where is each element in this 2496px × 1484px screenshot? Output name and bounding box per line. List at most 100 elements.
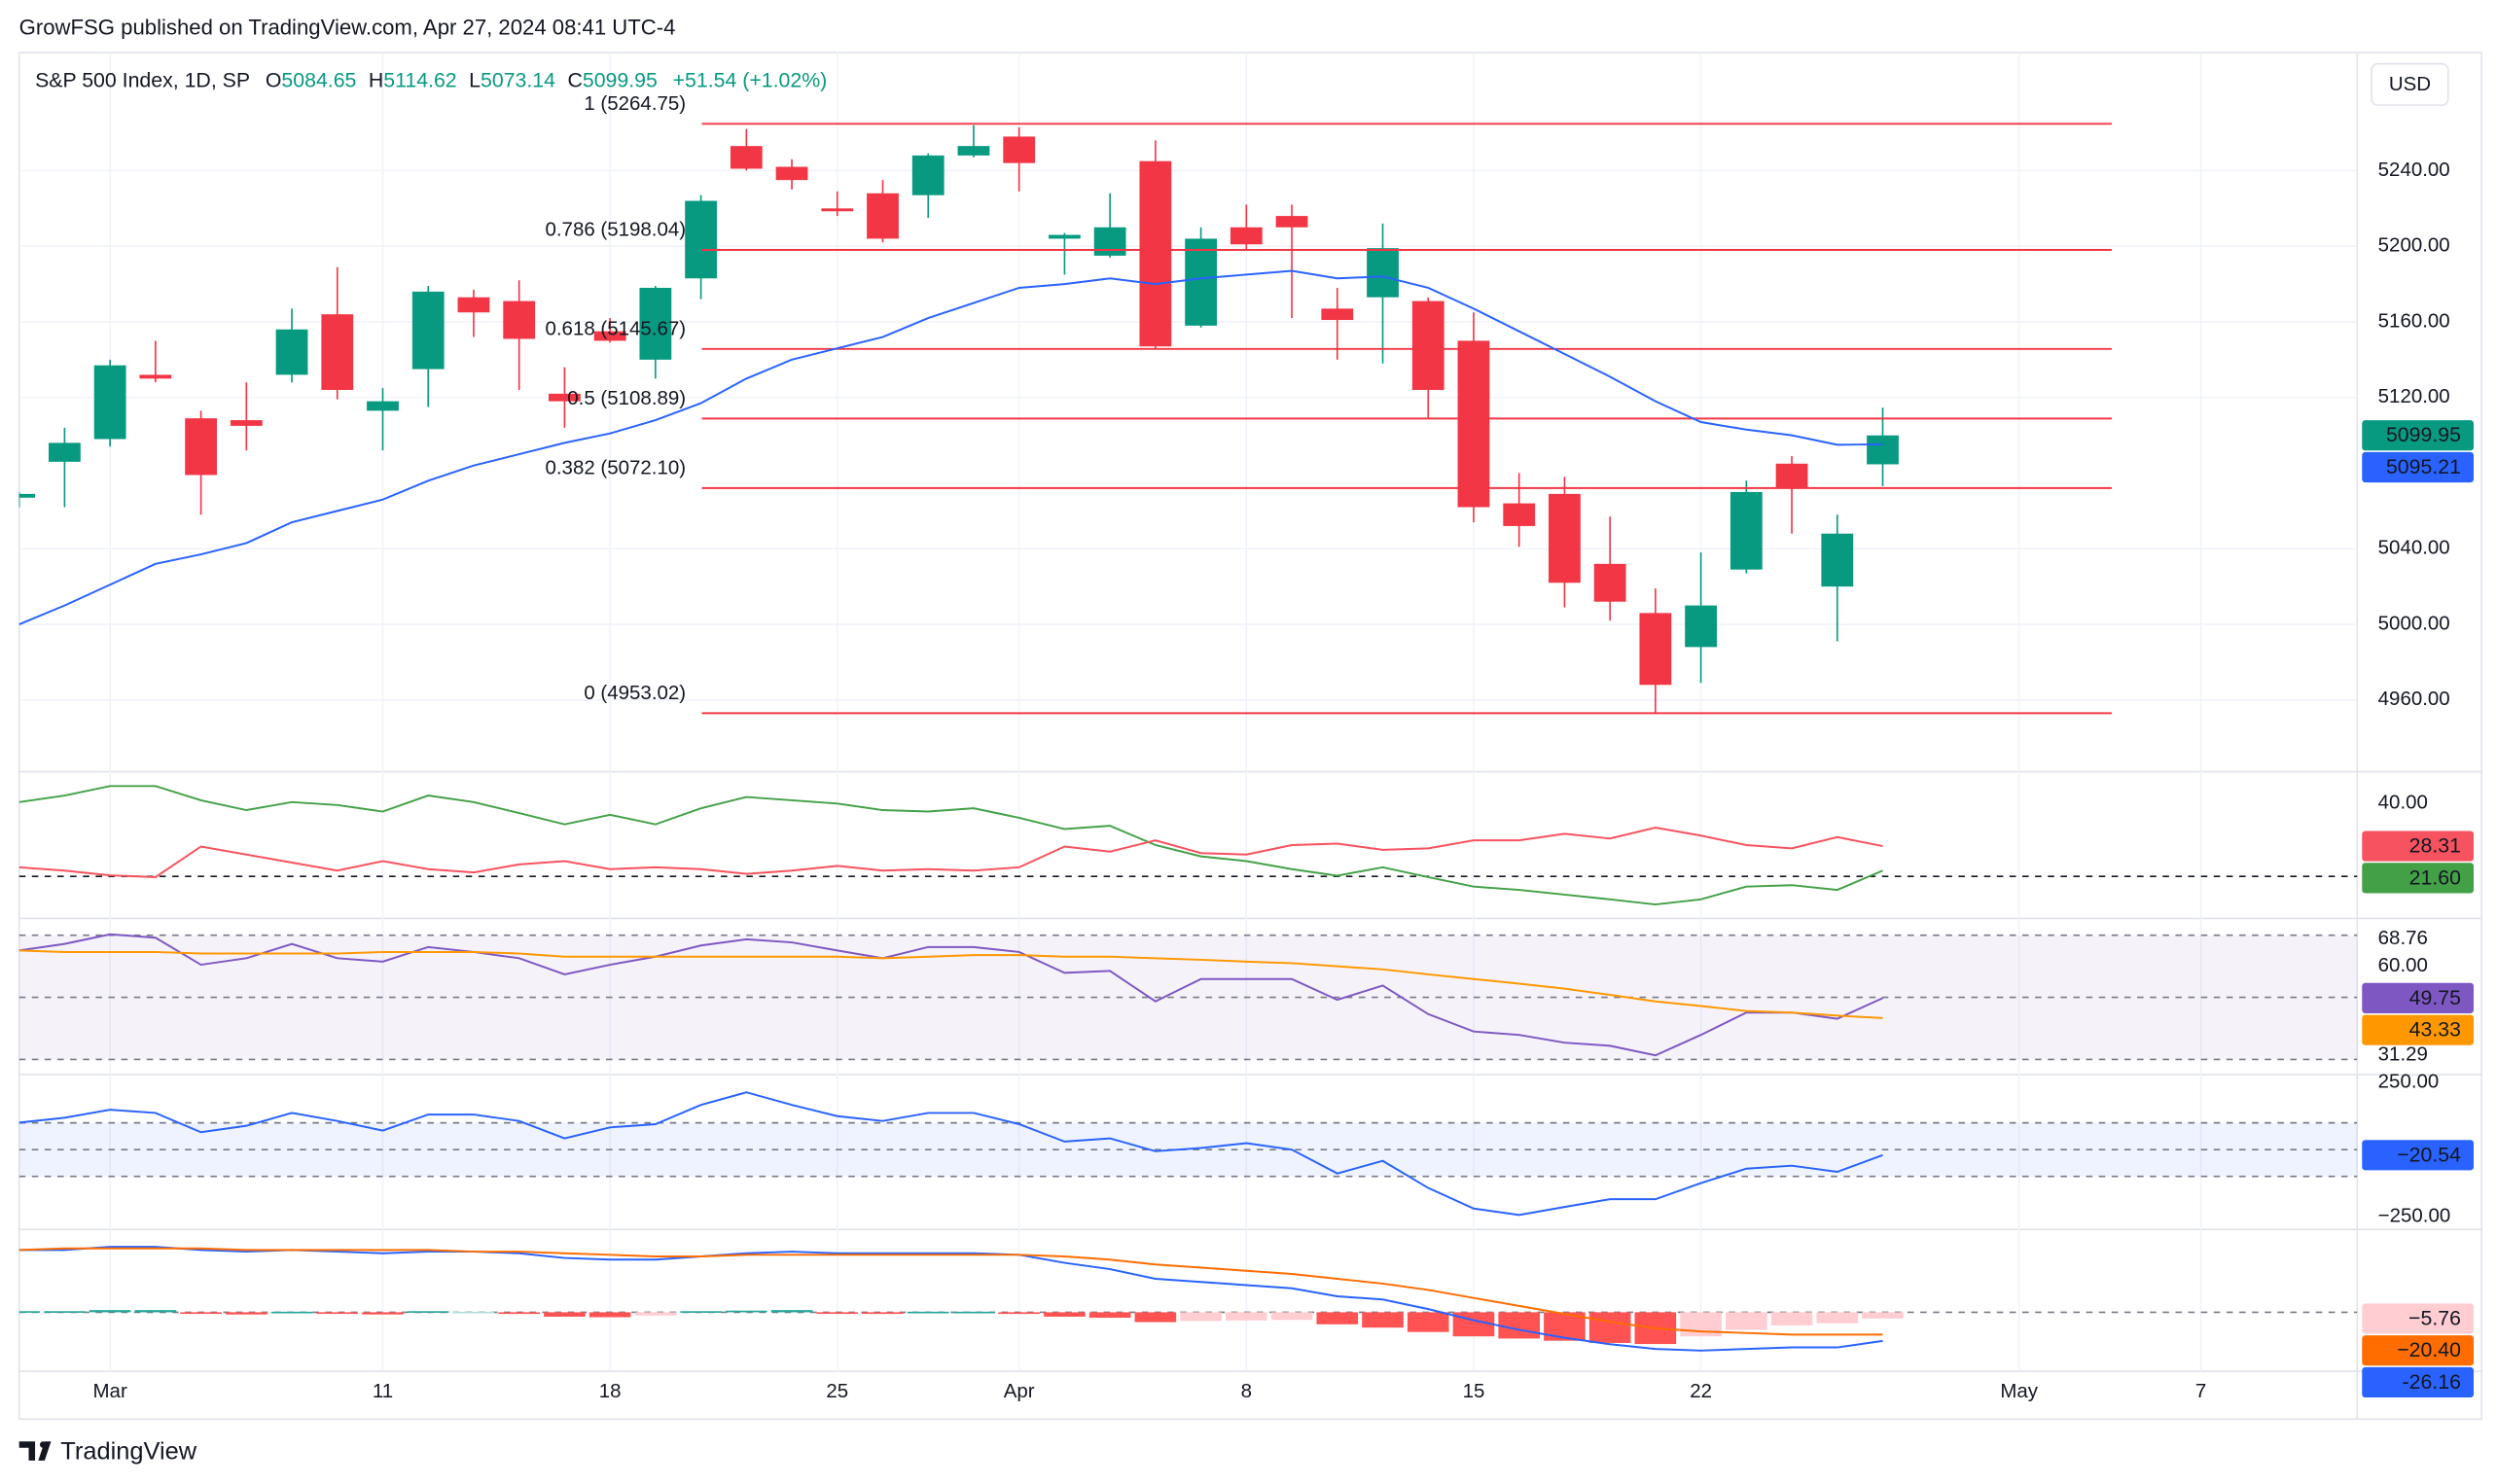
legend-prefix: L — [469, 68, 481, 91]
candle-body — [185, 418, 217, 476]
candle-body — [957, 146, 990, 156]
price-tag-label: 5095.21 — [2386, 455, 2461, 478]
histogram-bar — [1770, 1312, 1813, 1325]
footer: TradingView — [60, 1437, 196, 1465]
histogram-bar — [1726, 1312, 1767, 1330]
histogram-bar — [89, 1310, 131, 1313]
legend-close: 5099.95 — [583, 68, 658, 91]
histogram-bar — [225, 1312, 267, 1315]
candle-body — [685, 200, 717, 279]
y-tick-label: 31.29 — [2378, 1043, 2428, 1066]
price-tag — [2362, 1303, 2475, 1334]
histogram-bar — [316, 1312, 359, 1315]
y-tick-label: 5240.00 — [2378, 159, 2450, 181]
legend-open: 5084.65 — [281, 68, 356, 91]
legend-prefix: O — [266, 68, 282, 91]
currency-button[interactable] — [2371, 62, 2449, 107]
legend-title: S&P 500 Index, 1D, SP — [35, 68, 250, 91]
x-tick-label: 11 — [373, 1380, 393, 1402]
price-tag — [2362, 451, 2475, 483]
y-tick-label: 5040.00 — [2378, 537, 2450, 559]
candle-body — [1230, 227, 1263, 245]
price-tag-label: 21.60 — [2409, 866, 2461, 889]
histogram-bar — [1816, 1312, 1859, 1324]
histogram-bar — [1134, 1312, 1177, 1323]
candle-body — [367, 401, 399, 411]
candle-body — [503, 300, 536, 339]
fib-label: 0.382 (5072.10) — [545, 457, 686, 479]
y-tick-label: 5000.00 — [2378, 612, 2450, 634]
frame — [18, 52, 2483, 1421]
series-line — [18, 933, 1883, 1057]
y-tick-label: 68.76 — [2378, 927, 2428, 949]
header: GrowFSG published on TradingView.com, Ap… — [19, 15, 676, 39]
fib-label: 0 (4953.02) — [584, 682, 686, 704]
x-tick-label: Mar — [92, 1380, 126, 1402]
candle-body — [49, 442, 81, 462]
candle-body — [1275, 216, 1308, 228]
histogram-bar — [1862, 1312, 1904, 1319]
candle-body — [730, 146, 763, 169]
fib-label: 1 (5264.75) — [584, 92, 686, 115]
price-tag-label: 28.31 — [2409, 834, 2461, 858]
y-tick-label: 5160.00 — [2378, 309, 2450, 332]
candle-body — [275, 329, 308, 375]
currency[interactable]: USD — [2389, 73, 2431, 95]
price-tag-label: -26.16 — [2403, 1370, 2461, 1394]
price-tag — [2362, 1140, 2475, 1171]
series-line — [18, 827, 1883, 878]
histogram-bar — [1316, 1312, 1359, 1325]
x-tick-label: Apr — [1004, 1380, 1035, 1402]
candle-body — [321, 314, 354, 390]
price-tag — [2362, 863, 2475, 894]
x-tick-label: 22 — [1690, 1380, 1712, 1402]
logo-dot — [39, 1441, 47, 1448]
price-tag-label: −5.76 — [2408, 1306, 2461, 1329]
candle-body — [139, 374, 172, 379]
series-line — [18, 949, 1883, 1019]
price-tag — [2362, 1335, 2475, 1366]
histogram-bar — [907, 1311, 949, 1314]
price-tag — [2362, 982, 2475, 1013]
legend: S&P 500 Index, 1D, SP O5084.65 H5114.62 … — [35, 68, 827, 91]
histogram-bar — [1088, 1312, 1131, 1319]
candle-body — [911, 155, 945, 195]
candle-body — [549, 393, 581, 402]
histogram-bar — [1362, 1312, 1404, 1328]
histogram-bar — [634, 1312, 677, 1316]
candle-body — [1729, 491, 1763, 570]
histogram-bar — [862, 1312, 904, 1315]
series-line — [18, 1246, 1883, 1352]
x-tick-label: May — [2000, 1380, 2038, 1402]
plot-area: 1 (5264.75) 0.786 (5198.04) 0.618 (5145.67… — [18, 92, 2358, 1352]
candle-body — [1549, 493, 1581, 583]
candle-body — [1639, 613, 1672, 686]
histogram-bar — [726, 1310, 767, 1313]
candle-body — [867, 193, 899, 239]
candle-body — [593, 331, 626, 341]
y-tick-label: 40.00 — [2378, 792, 2428, 814]
candle-body — [1003, 136, 1036, 163]
y-tick-label: −250.00 — [2378, 1204, 2451, 1226]
candle-body — [1185, 238, 1217, 326]
price-tag — [2362, 420, 2475, 451]
candle-body — [639, 287, 672, 360]
y-tick-label: 60.00 — [2378, 954, 2428, 976]
fib-label: 0.5 (5108.89) — [567, 387, 686, 409]
fib-label: 0.618 (5145.67) — [545, 318, 686, 340]
price-tag-label: 5099.95 — [2386, 423, 2461, 446]
histogram-bar — [816, 1312, 859, 1315]
candle-body — [775, 166, 808, 181]
y-tick-label: 4960.00 — [2378, 688, 2450, 710]
histogram-bar — [452, 1311, 495, 1314]
histogram-bar — [180, 1312, 222, 1315]
histogram-bar — [407, 1311, 449, 1313]
histogram-bar — [44, 1311, 86, 1313]
price-tag-label: 43.33 — [2409, 1018, 2461, 1042]
histogram-bar — [770, 1310, 813, 1313]
candle-body — [230, 420, 263, 426]
candle-body — [93, 365, 126, 440]
candle-body — [18, 493, 36, 498]
